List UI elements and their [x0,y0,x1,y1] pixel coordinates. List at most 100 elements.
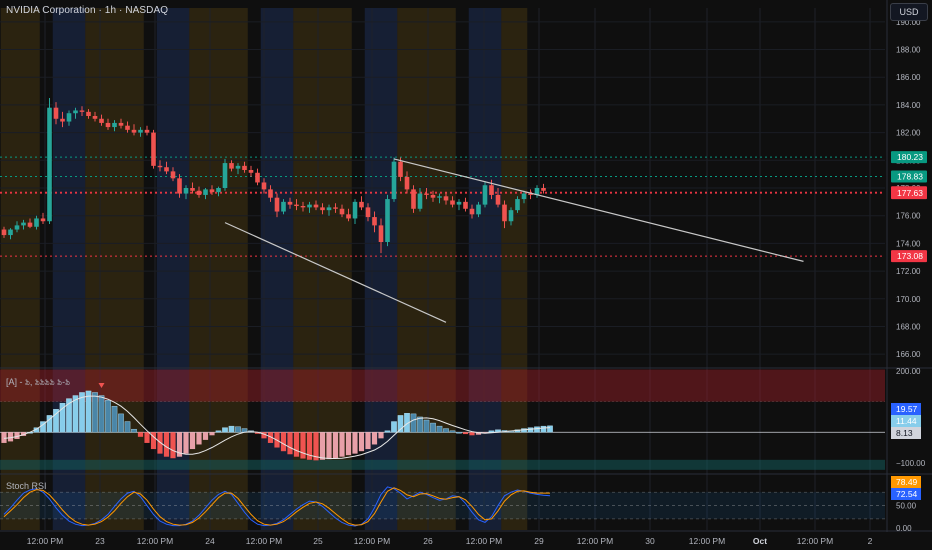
histogram-bar-66 [430,422,436,433]
candle-body-83 [541,188,546,191]
candle-body-38 [248,170,254,173]
candle-body-30 [196,190,202,195]
time-axis-tick: 30 [645,536,655,546]
histogram-bar-81 [527,427,534,433]
trendline-1 [224,222,447,323]
candle-body-17 [112,122,117,128]
candle-body-44 [287,201,293,205]
candle-body-35 [229,163,234,169]
candle-body-2 [14,225,20,230]
histogram-bar-51 [332,432,339,459]
candle-body-70 [456,201,462,205]
candle-body-15 [99,118,104,123]
candle-body-28 [183,188,189,194]
candle-body-80 [521,193,527,200]
candle-body-46 [300,206,306,208]
candle-body-12 [79,110,85,112]
time-axis-bg [0,532,932,550]
histogram-bar-41 [267,432,274,443]
candle-body-74 [482,185,488,205]
histogram-bar-69 [449,430,456,433]
price-axis-tick: 184.00 [896,101,921,110]
histogram-bar-60 [391,421,397,433]
histogram-bar-48 [313,432,319,461]
indicator-value-bg-0 [891,403,921,415]
candle-body-75 [489,185,494,195]
candle-body-13 [86,111,91,116]
rsi-value-bg-1 [891,488,921,500]
rsi-axis-tick: 0.00 [896,524,912,533]
candle-body-31 [203,189,208,195]
chart-title: NVIDIA Corporation · 1h · NASDAQ [6,5,169,16]
candle-body-60 [391,161,397,200]
candle-body-56 [365,207,371,218]
histogram-bar-12 [79,392,85,433]
price-label-1: 178.83 [897,172,923,182]
histogram-bar-45 [293,432,300,457]
time-axis-tick: 23 [95,536,105,546]
time-axis-tick: 29 [534,536,544,546]
histogram-bar-7 [46,415,53,433]
session-band-2 [85,8,144,530]
candle-body-11 [73,110,78,114]
candle-body-55 [359,201,364,208]
candle-body-33 [216,188,221,193]
candle-body-21 [138,129,143,133]
histogram-bar-27 [176,432,183,457]
session-band-4 [189,8,248,530]
histogram-bar-35 [228,425,235,433]
indicator-signal-line [3,395,551,459]
candle-body-67 [437,196,442,198]
histogram-bar-10 [66,398,72,433]
candle-body-81 [528,193,533,195]
price-label-bg-3 [891,187,927,200]
candle-body-40 [261,182,267,190]
indicator-signal-marker [98,383,105,389]
candle-body-34 [222,163,228,188]
time-axis-tick: 12:00 PM [27,536,63,546]
candle-body-53 [346,214,351,219]
histogram-bar-56 [365,432,371,450]
candle-body-19 [125,125,130,130]
candle-body-6 [40,218,46,222]
session-band-1 [52,8,86,530]
histogram-bar-68 [443,428,449,433]
price-axis-tick: 176.00 [896,212,921,221]
price-label-4: 173.08 [897,251,923,261]
histogram-bar-71 [462,432,469,435]
time-axis-tick: 24 [205,536,215,546]
histogram-bar-73 [475,432,482,435]
rsi-value-bg-0 [891,476,921,488]
time-axis-tick: 2 [868,536,873,546]
indicator-value-label-0: 19.57 [896,404,918,414]
histogram-bar-1 [7,432,14,442]
candle-body-71 [463,201,468,209]
candle-body-77 [502,204,507,222]
candle-body-82 [534,188,540,195]
indicator-band-0 [0,369,885,402]
histogram-bar-3 [20,432,27,436]
time-axis-tick: 12:00 PM [689,536,725,546]
session-band-8 [397,8,456,530]
time-axis-tick: 25 [313,536,323,546]
currency-button[interactable]: USD [890,3,928,21]
candle-body-9 [60,118,65,122]
session-band-10 [501,8,528,530]
candle-body-76 [495,194,501,205]
histogram-bar-61 [397,415,404,433]
histogram-bar-52 [339,432,345,457]
candle-body-72 [469,208,475,215]
candle-body-5 [34,218,39,227]
histogram-bar-64 [417,416,423,433]
histogram-bar-19 [124,421,131,433]
histogram-bar-28 [183,432,189,454]
stoch-rsi-label: Stoch RSI [6,481,47,491]
candle-body-51 [333,207,338,209]
histogram-bar-2 [14,432,20,439]
candle-body-78 [508,210,514,222]
time-axis-tick: 12:00 PM [354,536,390,546]
candle-body-8 [53,107,59,119]
histogram-bar-70 [456,432,462,434]
indicator-lower-band [0,459,885,470]
